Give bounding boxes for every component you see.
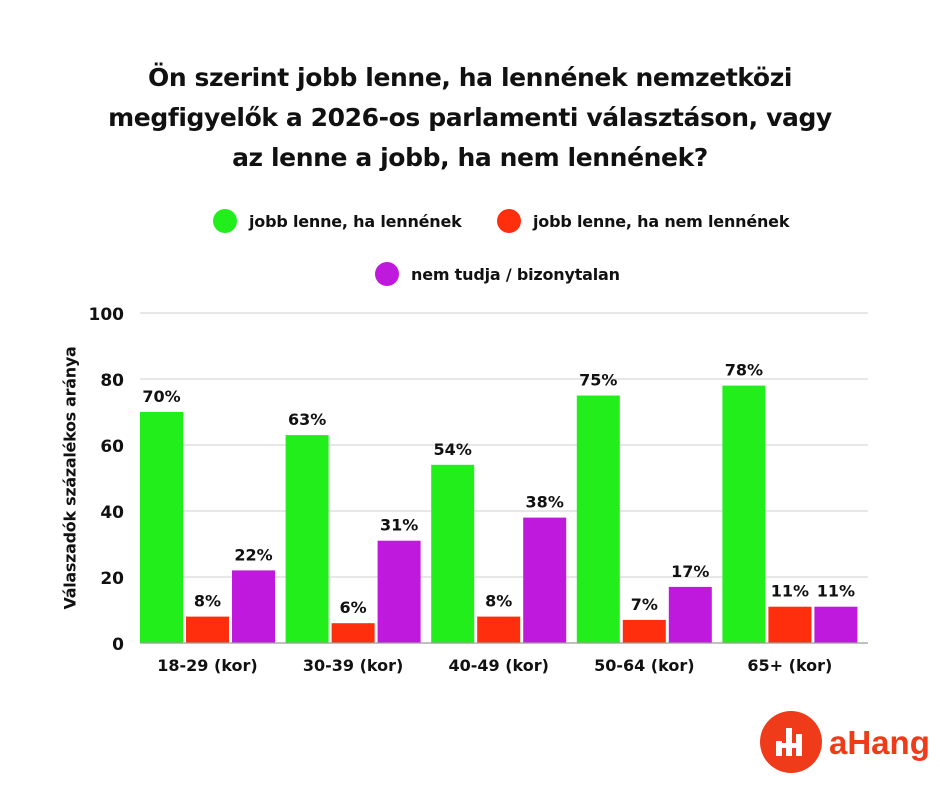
x-tick-label: 30-39 (kor) <box>303 656 403 675</box>
y-tick-label: 40 <box>100 503 124 523</box>
bar <box>431 464 475 643</box>
data-label: 8% <box>485 592 512 611</box>
data-label: 22% <box>234 545 272 564</box>
bar <box>768 606 812 643</box>
data-label: 8% <box>194 592 221 611</box>
legend-item-jobb-lenne-ha-nem-lennenek: jobb lenne, ha nem lennének <box>497 206 789 236</box>
bar <box>477 616 521 643</box>
bar <box>622 619 666 643</box>
bar <box>377 540 421 643</box>
x-tick-label: 40-49 (kor) <box>448 656 548 675</box>
y-tick-label: 80 <box>100 371 124 391</box>
y-tick-label: 0 <box>112 635 124 655</box>
data-label: 6% <box>340 598 367 617</box>
data-label: 38% <box>526 493 564 512</box>
data-label: 31% <box>380 516 418 535</box>
data-label: 11% <box>817 582 855 601</box>
chart-title-line: Ön szerint jobb lenne, ha lennének nemze… <box>147 63 793 92</box>
bar <box>140 412 183 643</box>
ahang-logo: aHang <box>760 711 929 773</box>
x-tick-label: 65+ (kor) <box>747 656 832 675</box>
logo-text: aHang <box>829 724 929 761</box>
x-tick-label: 50-64 (kor) <box>594 656 694 675</box>
bar <box>523 517 567 643</box>
legend-item-jobb-lenne-ha-lennenek: jobb lenne, ha lennének <box>213 206 462 236</box>
legend-swatch <box>213 209 237 233</box>
data-label: 54% <box>434 440 472 459</box>
bar <box>814 606 858 643</box>
legend-label: jobb lenne, ha nem lennének <box>533 211 790 231</box>
y-tick-label: 20 <box>100 569 124 589</box>
data-label: 78% <box>725 361 763 380</box>
x-tick-label: 18-29 (kor) <box>157 656 257 675</box>
bar <box>668 586 712 643</box>
data-label: 75% <box>579 371 617 390</box>
bar <box>232 570 275 643</box>
y-tick-label: 100 <box>89 305 125 325</box>
legend-swatch <box>497 209 521 233</box>
data-label: 17% <box>671 562 709 581</box>
y-axis-title: Válaszadók százalékos aránya <box>60 346 80 610</box>
legend-label: nem tudja / bizonytalan <box>411 264 620 284</box>
chart-title-line: megfigyelők a 2026-os parlamenti választ… <box>108 103 832 132</box>
bar <box>576 395 620 643</box>
bar <box>285 435 329 643</box>
bar <box>186 616 229 643</box>
data-label: 7% <box>631 595 658 614</box>
legend-swatch <box>375 262 399 286</box>
bar <box>722 385 766 643</box>
chart-title: Ön szerint jobb lenne, ha lennének nemze… <box>40 58 900 178</box>
data-label: 63% <box>288 410 326 429</box>
y-tick-label: 60 <box>100 437 124 457</box>
data-label: 70% <box>142 387 180 406</box>
data-label: 11% <box>771 582 809 601</box>
legend-item-nem-tudja: nem tudja / bizonytalan <box>375 259 620 289</box>
legend-label: jobb lenne, ha lennének <box>249 211 462 231</box>
bar <box>331 623 375 643</box>
chart-title-line: az lenne a jobb, ha nem lennének? <box>232 143 708 172</box>
